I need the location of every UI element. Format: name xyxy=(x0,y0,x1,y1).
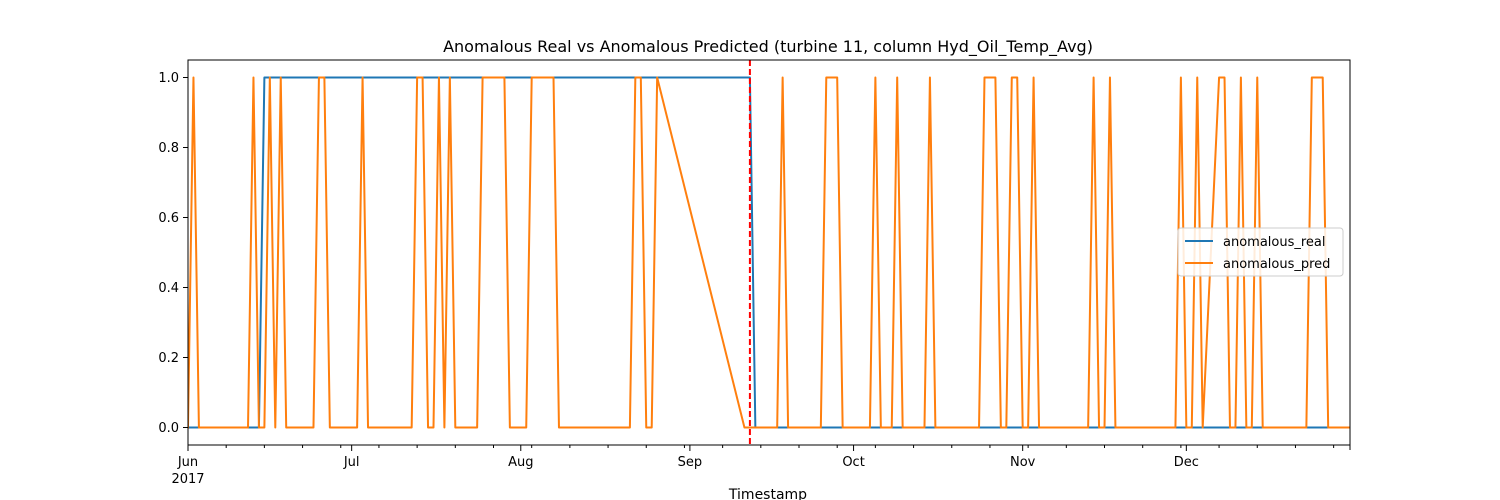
plot-area xyxy=(188,60,1350,445)
x-tick-label: Sep xyxy=(678,455,703,470)
legend-label-anomalous-real: anomalous_real xyxy=(1223,235,1326,250)
x-tick-label: Aug xyxy=(508,455,533,470)
x-tick-label: Dec xyxy=(1174,455,1199,470)
y-tick-label: 0.8 xyxy=(158,141,179,156)
x-axis-label: Timestamp xyxy=(728,487,807,500)
x-tick-label: Jul xyxy=(343,455,360,470)
series-line-anomalous-pred xyxy=(188,76,1350,429)
x-tick-label: Jun xyxy=(177,455,198,470)
x-tick-label: Oct xyxy=(842,455,864,470)
legend-label-anomalous-pred: anomalous_pred xyxy=(1223,257,1330,272)
legend: anomalous_real anomalous_pred xyxy=(1177,227,1344,277)
series-group xyxy=(188,76,1350,429)
y-tick-label: 0.2 xyxy=(158,351,179,366)
x-tick-label: Nov xyxy=(1010,455,1036,470)
y-tick-label: 0.4 xyxy=(158,281,179,296)
y-tick-label: 0.6 xyxy=(158,211,179,226)
chart-title: Anomalous Real vs Anomalous Predicted (t… xyxy=(443,37,1093,57)
plot-frame xyxy=(187,59,1351,446)
y-tick-label: 0.0 xyxy=(158,421,179,436)
y-tick-label: 1.0 xyxy=(158,71,179,86)
x-tick-sublabel: 2017 xyxy=(171,472,204,487)
legend-box xyxy=(1177,227,1344,277)
axes: 0.0 0.2 0.4 0.6 0.8 1.0 Jun 2017 Jul Aug Sep Oct Nov… xyxy=(158,59,1351,487)
